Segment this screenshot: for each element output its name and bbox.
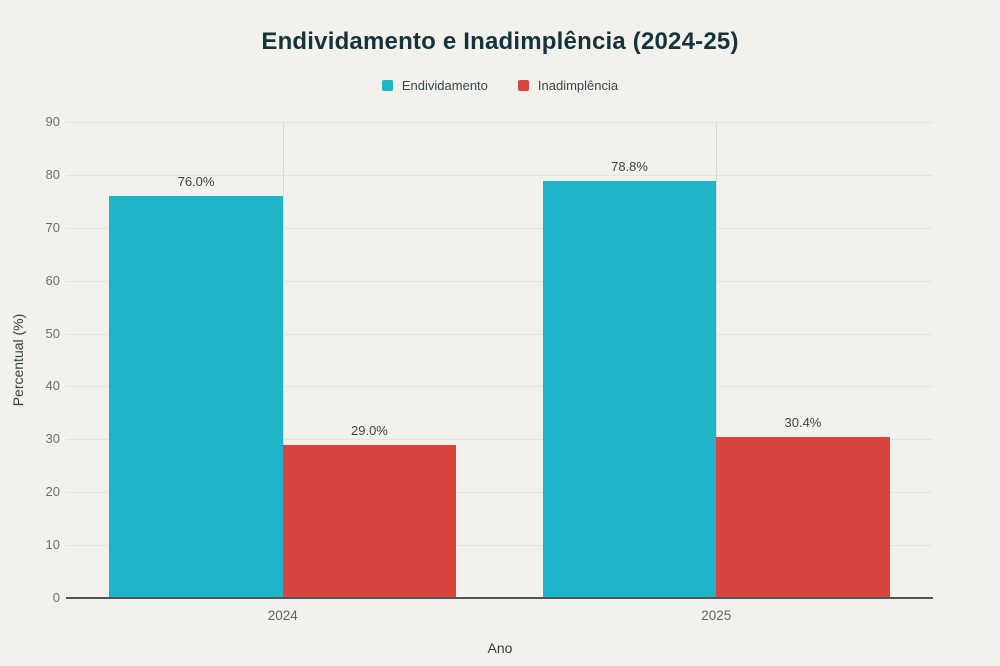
- bar-value-label: 29.0%: [351, 422, 388, 438]
- bar: [109, 196, 283, 598]
- legend-swatch-icon: [517, 80, 529, 91]
- legend-item: Inadimplência: [517, 78, 619, 93]
- legend-label: Inadimplência: [537, 78, 619, 93]
- bar-value-label: 78.8%: [611, 159, 648, 175]
- gridline-horizontal: [66, 227, 933, 229]
- y-tick-label: 0: [52, 590, 60, 605]
- y-tick-label: 20: [45, 484, 60, 500]
- legend-label: Endividamento: [401, 78, 488, 93]
- gridline-horizontal: [66, 492, 933, 494]
- x-tick-label: 2024: [267, 608, 298, 623]
- y-tick-label: 70: [45, 219, 60, 235]
- gridline-horizontal: [66, 280, 933, 282]
- gridline-vertical: [716, 122, 718, 598]
- bar-value-label: 76.0%: [177, 174, 215, 190]
- gridline-horizontal: [66, 545, 933, 547]
- bar-value-label: 30.4%: [784, 415, 822, 431]
- y-tick-label: 50: [45, 325, 60, 341]
- bar: [542, 181, 717, 598]
- gridline-vertical: [282, 122, 284, 598]
- x-axis-title: Ano: [487, 640, 513, 656]
- y-tick-label: 40: [45, 378, 60, 394]
- legend-swatch-icon: [381, 80, 393, 91]
- plot-area: 76.0% 29.0% 78.8% 30.4%: [66, 122, 933, 599]
- bar: [716, 437, 890, 598]
- y-tick-label: 30: [45, 431, 60, 447]
- chart-title: Endividamento e Inadimplência (2024-25): [261, 28, 739, 55]
- x-axis-line: [66, 597, 933, 599]
- legend: Endividamento Inadimplência: [0, 78, 1000, 93]
- legend-item: Endividamento: [381, 78, 488, 93]
- y-tick-label: 10: [45, 537, 60, 553]
- gridline-horizontal: [66, 174, 933, 176]
- y-tick-label: 90: [45, 114, 60, 129]
- y-tick-label: 60: [45, 272, 60, 288]
- gridline-horizontal: [66, 386, 933, 388]
- x-tick-label: 2025: [701, 608, 732, 623]
- gridline-horizontal: [66, 122, 933, 123]
- y-axis-title: Percentual (%): [10, 313, 26, 407]
- gridline-horizontal: [66, 439, 933, 441]
- gridline-horizontal: [66, 333, 933, 335]
- bar: [282, 444, 457, 598]
- y-tick-label: 80: [45, 166, 60, 182]
